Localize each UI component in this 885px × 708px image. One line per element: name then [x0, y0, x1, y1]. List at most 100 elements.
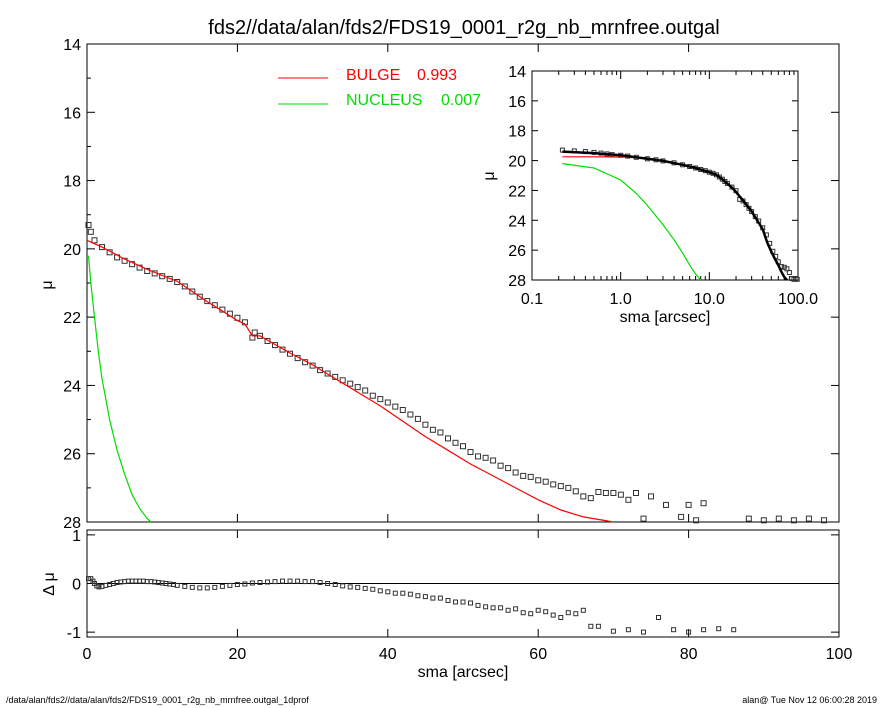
main-data-point — [775, 515, 782, 522]
residual-data-point — [671, 627, 677, 633]
inset-y-axis-label: μ — [481, 171, 498, 180]
main-data-point — [452, 439, 459, 446]
residual-data-point — [641, 629, 646, 635]
residual-y-tick-label: 0 — [72, 577, 81, 594]
main-data-point — [633, 490, 639, 496]
main-data-point — [251, 329, 258, 336]
main-data-point — [174, 279, 181, 285]
main-data-point — [437, 429, 444, 436]
main-data-point — [663, 501, 669, 508]
main-data-point — [377, 396, 384, 403]
residual-data-point — [513, 606, 519, 612]
main-data-point — [617, 491, 624, 498]
main-data-point — [181, 283, 188, 290]
residual-data-point — [325, 581, 331, 586]
main-data-point — [407, 411, 414, 418]
inset-y-tick-label: 14 — [508, 64, 526, 81]
residual-data-point — [528, 611, 534, 617]
main-data-point — [196, 293, 203, 300]
main-data-point — [527, 473, 534, 480]
residual-y-tick-label: -1 — [67, 625, 81, 642]
residual-data-point — [295, 578, 301, 584]
residual-data-point — [174, 582, 180, 588]
legend-nucleus-label: NUCLEUS — [346, 92, 422, 109]
main-data-point — [490, 457, 497, 464]
main-bulge-line — [86, 239, 614, 523]
residual-data-point — [197, 585, 203, 591]
main-data-point — [625, 496, 632, 503]
main-data-point — [685, 501, 692, 508]
residual-data-point — [280, 578, 285, 584]
main-data-point — [204, 298, 211, 305]
main-series — [85, 222, 827, 524]
main-data-point — [678, 513, 685, 520]
residual-data-point — [407, 591, 413, 597]
legend-nucleus-value: 0.007 — [441, 92, 481, 109]
main-y-tick-label: 22 — [63, 310, 81, 327]
inset-ticks: 14 16 18 20 22 24 26 280.1 1.0 10.0 100.0 — [508, 64, 818, 308]
main-data-point — [467, 449, 474, 455]
residual-data-point — [437, 595, 443, 601]
main-y-axis-label: μ — [39, 280, 56, 289]
main-data-point — [700, 500, 707, 507]
main-data-point — [324, 370, 331, 377]
residual-x-tick-label: 0 — [83, 646, 92, 663]
inset-nucleus-line — [562, 163, 702, 281]
residual-data-point — [310, 579, 316, 585]
residual-y-tick-label: 1 — [72, 528, 81, 545]
inset-x-tick-label: 100.0 — [778, 291, 818, 308]
main-data-point — [550, 481, 557, 488]
residual-data-point — [370, 586, 376, 592]
main-data-point — [369, 392, 376, 399]
residual-data-point — [505, 607, 511, 613]
residual-data-point — [701, 627, 707, 633]
residual-data-point — [422, 594, 428, 600]
residual-data-point — [520, 610, 526, 616]
residual-x-axis-label: sma [arcsec] — [418, 664, 509, 681]
main-ticks: 14 16 18 20 22 24 26 28 — [63, 37, 840, 532]
main-data-point — [572, 488, 579, 495]
main-data-point — [821, 517, 827, 524]
main-data-point — [512, 469, 519, 476]
residual-data-point — [302, 579, 308, 585]
residual-data-point — [550, 612, 556, 618]
main-nucleus-line — [87, 255, 152, 523]
inset-data-point — [793, 276, 799, 281]
main-data-point — [87, 228, 94, 235]
residual-data-point — [362, 585, 368, 591]
residual-series — [86, 576, 737, 635]
residual-data-point — [265, 579, 270, 585]
main-data-point — [99, 244, 105, 251]
main-panel: 14 16 18 20 22 24 26 28 μ BULGE 0.993 NUCLEUS 0… — [39, 37, 840, 532]
residual-data-point — [212, 584, 218, 590]
main-data-point — [392, 403, 399, 410]
footer-path: /data/alan/fds2//data/alan/fds2/FDS19_00… — [6, 695, 309, 705]
inset-axes-frame — [531, 70, 799, 281]
main-y-tick-label: 18 — [63, 174, 81, 191]
main-data-point — [482, 454, 489, 461]
legend: BULGE 0.993 NUCLEUS 0.007 — [278, 67, 481, 109]
residual-data-point — [96, 584, 102, 590]
main-data-point — [317, 367, 324, 374]
main-data-point — [354, 384, 361, 391]
main-data-point — [790, 517, 797, 524]
inset-y-tick-label: 22 — [508, 183, 526, 200]
main-data-point — [309, 362, 316, 369]
residual-x-tick-label: 100 — [826, 646, 853, 663]
main-y-tick-label: 28 — [63, 515, 81, 532]
residual-data-point — [686, 629, 692, 635]
inset-y-tick-label: 24 — [508, 213, 526, 230]
residual-data-point — [610, 628, 616, 634]
inset-y-tick-label: 28 — [508, 273, 526, 290]
residual-x-tick-label: 60 — [529, 646, 547, 663]
inset-y-tick-label: 26 — [508, 243, 526, 260]
residual-data-point — [242, 581, 248, 587]
residual-data-point — [731, 627, 737, 633]
inset-x-axis-label: sma [arcsec] — [620, 309, 711, 326]
inset-data-point — [786, 270, 792, 275]
inset-y-tick-label: 20 — [508, 154, 526, 171]
main-data-point — [429, 426, 436, 433]
residual-data-point — [468, 600, 473, 606]
residual-x-tick-label: 40 — [379, 646, 397, 663]
main-data-point — [640, 515, 647, 522]
